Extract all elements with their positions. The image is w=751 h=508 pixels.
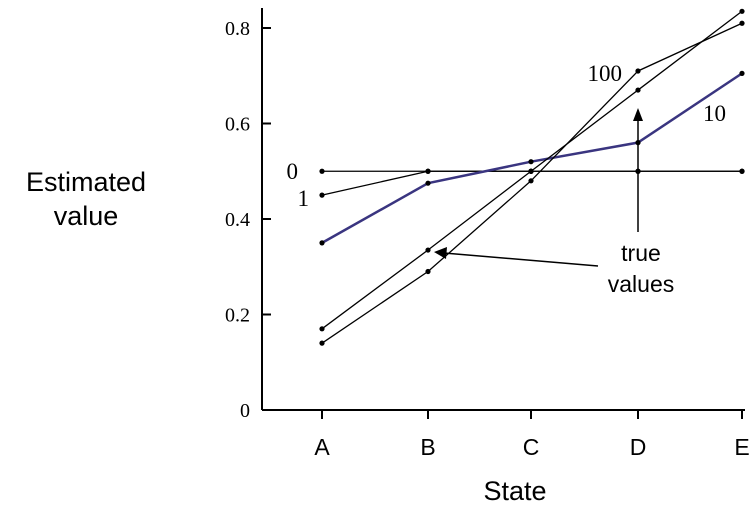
y-tick-label: 0.4: [225, 209, 250, 231]
data-point: [319, 326, 325, 332]
true-values-arrowhead-diagonal: [434, 247, 447, 259]
annotation-true-line-2: values: [608, 271, 674, 297]
y-tick-label: 0: [240, 400, 250, 422]
series-label-10: 10: [703, 101, 726, 126]
data-point: [319, 168, 325, 174]
data-point: [425, 268, 431, 275]
axes: 0 0.2 0.4 0.6 0.8 A B C D E: [225, 8, 750, 460]
data-point: [425, 247, 431, 253]
data-point: [425, 168, 431, 174]
x-tick-label: E: [734, 434, 749, 460]
y-tick-label: 0.2: [225, 305, 250, 327]
y-axis-title-line-1: Estimated: [26, 167, 146, 197]
data-point: [739, 70, 745, 76]
data-point: [635, 87, 641, 93]
data-point: [319, 340, 325, 346]
y-axis-title-line-2: value: [54, 201, 119, 231]
data-point: [739, 168, 745, 174]
labels: 01 10 100: [287, 61, 726, 267]
series-label-0: 0: [287, 159, 299, 184]
data-point: [319, 240, 325, 246]
y-tick-label: 0.6: [225, 114, 250, 136]
x-tick-label: B: [420, 434, 435, 460]
series-layer: [319, 8, 745, 346]
data-point: [739, 20, 745, 26]
data-point: [425, 180, 431, 186]
data-point: [739, 8, 745, 14]
y-tick-label: 0.8: [225, 18, 250, 40]
x-tick-label: A: [314, 434, 330, 460]
series-line-10: [321, 72, 743, 244]
x-tick-label: C: [523, 434, 540, 460]
data-point: [635, 68, 641, 74]
data-point: [319, 192, 325, 198]
data-point: [528, 159, 534, 165]
true-values-arrow-diagonal: [443, 252, 599, 267]
data-point: [528, 178, 534, 184]
x-axis-title: State: [483, 476, 546, 506]
annotation-true-line-1: true: [621, 240, 661, 266]
true-values-arrowhead-vertical: [633, 108, 643, 121]
series-label-1: 1: [298, 186, 310, 211]
x-tick-label: D: [630, 434, 647, 460]
series-label-100: 100: [588, 61, 623, 86]
data-point: [528, 168, 534, 174]
